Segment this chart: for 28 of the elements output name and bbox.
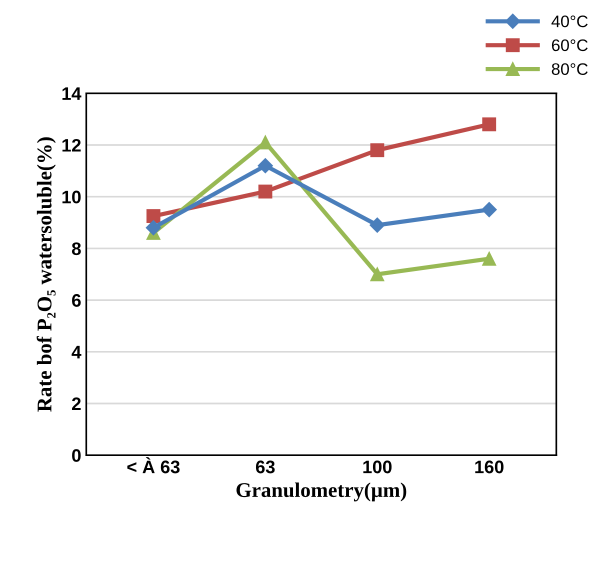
point	[258, 184, 272, 198]
y-tick-label: 4	[72, 346, 82, 358]
x-tick-label: < À 63	[127, 457, 180, 474]
legend-label: 60°C	[552, 39, 588, 52]
y-tick-label: 12	[62, 138, 81, 152]
point	[370, 218, 385, 233]
x-axis-title: Granulometry(µm)	[236, 482, 406, 502]
x-tick-label: 160	[475, 460, 504, 474]
point	[258, 135, 272, 150]
y-tick-label: 10	[62, 190, 81, 204]
y-tick-label: 2	[72, 397, 81, 410]
point	[146, 220, 161, 236]
y-tick-label: 6	[72, 294, 81, 307]
legend-label: 80°C	[552, 63, 588, 76]
x-tick-label: 63	[256, 460, 275, 474]
y-tick-label: 0	[72, 449, 81, 462]
point	[370, 267, 384, 282]
y-axis-title: Rate bof P₂O₅ watersoluble(%)	[36, 137, 56, 412]
x-tick-label: 100	[363, 460, 392, 474]
y-tick-label: 8	[72, 242, 81, 256]
point	[146, 209, 160, 224]
y-tick-label: 14	[62, 87, 82, 100]
point	[482, 117, 496, 132]
legend-label: 40°C	[551, 15, 588, 28]
point	[482, 252, 496, 266]
point	[482, 202, 497, 218]
point	[370, 143, 384, 158]
point	[258, 158, 273, 174]
